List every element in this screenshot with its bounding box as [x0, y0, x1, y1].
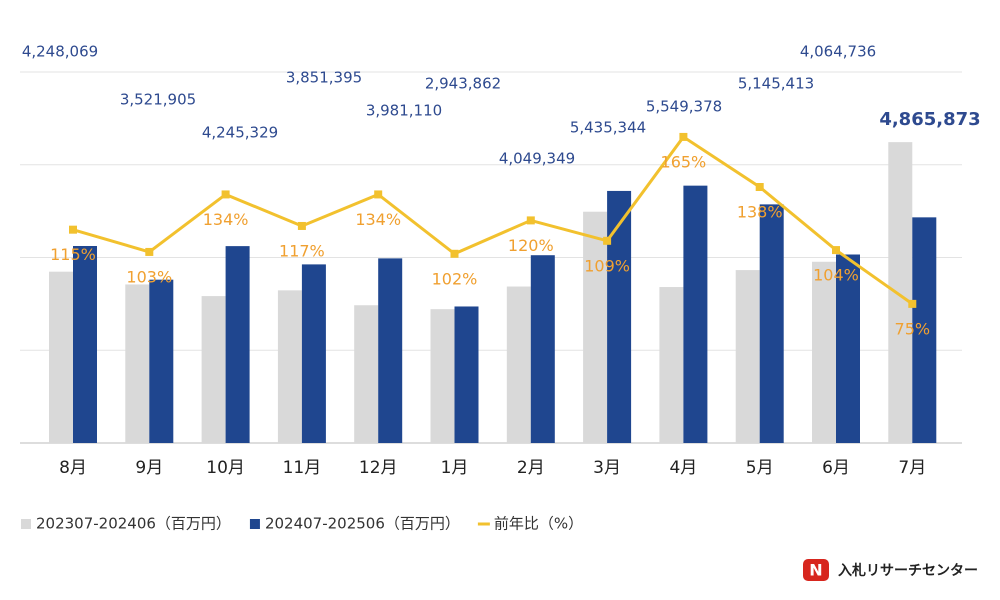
x-tick-label: 1月	[441, 458, 469, 478]
line-marker	[755, 183, 764, 192]
bar	[759, 204, 784, 443]
bar	[301, 264, 326, 443]
bar	[201, 296, 226, 443]
bar	[506, 286, 531, 443]
bar	[812, 261, 836, 443]
value-label: 75%	[895, 319, 931, 338]
logo-icon	[803, 559, 829, 581]
legend-label: 202307-202406（百万円）	[36, 515, 231, 533]
bar	[73, 245, 97, 443]
line-marker	[297, 221, 306, 230]
x-tick-label: 10月	[206, 458, 245, 478]
line-marker	[221, 190, 230, 199]
bar	[454, 306, 479, 443]
x-tick-label: 4月	[669, 458, 697, 478]
legend-label: 202407-202506（百万円）	[265, 515, 460, 533]
legend-label: 前年比（%）	[494, 515, 583, 533]
value-label: 109%	[584, 256, 630, 275]
value-label: 134%	[203, 210, 249, 229]
value-label: 4,865,873	[879, 109, 980, 130]
x-tick-label: 6月	[822, 458, 850, 478]
value-label: 4,049,349	[499, 150, 575, 168]
value-label: 5,145,413	[738, 75, 814, 93]
value-label: 115%	[50, 245, 96, 264]
bar	[49, 271, 73, 443]
bar	[659, 287, 684, 443]
bar	[607, 190, 632, 443]
value-label: 134%	[355, 210, 401, 229]
bar	[225, 246, 250, 443]
bar	[430, 309, 455, 443]
x-tick-label: 8月	[59, 458, 87, 478]
logo: N 入札リサーチセンター	[803, 559, 978, 581]
x-tick-label: 9月	[135, 458, 163, 478]
legend-swatch	[249, 519, 260, 529]
line-marker	[145, 247, 154, 256]
legend-swatch	[21, 519, 31, 529]
bar	[583, 211, 608, 443]
value-label: 3,981,110	[366, 102, 442, 120]
value-label: 165%	[661, 152, 707, 171]
bar	[912, 217, 937, 443]
value-label: 5,435,344	[570, 119, 646, 137]
bar	[354, 305, 379, 443]
line-marker	[679, 132, 688, 141]
value-label: 104%	[813, 266, 859, 285]
x-tick-label: 12月	[359, 458, 398, 478]
value-label: 102%	[432, 269, 478, 288]
line-marker	[832, 246, 840, 255]
logo-letter: N	[809, 561, 822, 580]
value-label: 4,245,329	[202, 124, 278, 142]
line-marker	[450, 249, 459, 258]
x-tick-label: 11月	[283, 458, 322, 478]
value-label: 120%	[508, 236, 554, 255]
line-marker	[603, 236, 612, 245]
bar	[836, 254, 860, 443]
value-label: 117%	[279, 241, 325, 260]
line-marker	[374, 190, 383, 199]
value-label: 4,064,736	[800, 43, 876, 61]
bar	[735, 270, 760, 443]
value-label: 5,549,378	[646, 98, 722, 116]
bar	[683, 185, 708, 444]
bar	[125, 284, 150, 443]
x-tick-label: 2月	[517, 458, 545, 478]
line-marker	[526, 216, 535, 225]
x-tick-label: 5月	[746, 458, 774, 478]
value-label: 3,521,905	[120, 91, 196, 109]
value-label: 4,248,069	[22, 43, 98, 61]
bar	[888, 142, 913, 443]
line	[72, 134, 914, 306]
value-label: 138%	[737, 203, 783, 222]
bar	[530, 255, 555, 443]
x-tick-label: 7月	[898, 458, 926, 478]
x-tick-label: 3月	[593, 458, 621, 478]
line-marker	[69, 225, 77, 234]
bar	[149, 279, 174, 443]
logo-text: 入札リサーチセンター	[838, 562, 978, 579]
bar	[378, 258, 403, 443]
value-label: 2,943,862	[425, 75, 501, 93]
bar	[277, 290, 302, 443]
value-label: 103%	[126, 267, 172, 286]
line-marker	[908, 299, 917, 308]
value-label: 3,851,395	[286, 69, 362, 87]
